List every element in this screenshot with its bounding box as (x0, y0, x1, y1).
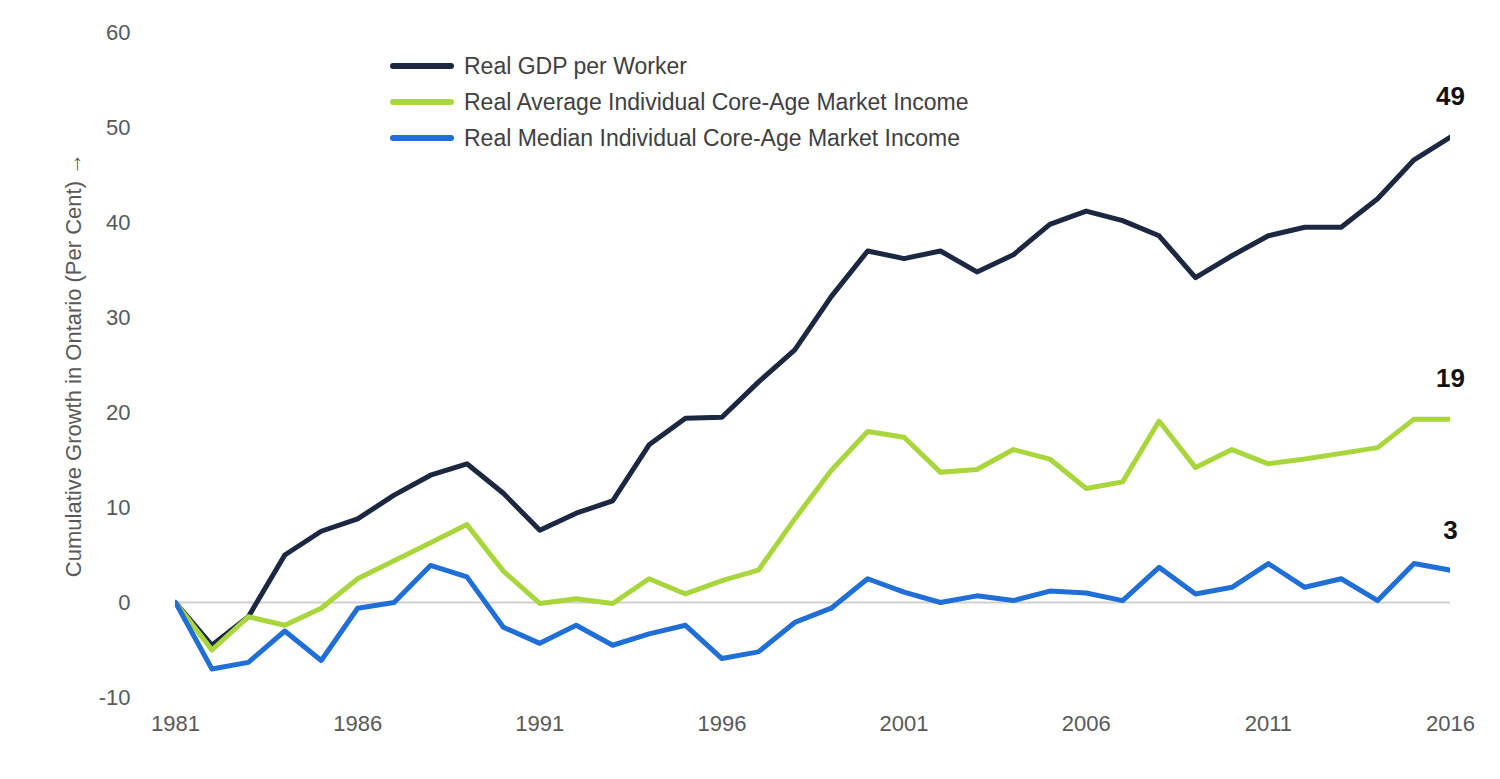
svg-text:0: 0 (118, 590, 130, 615)
svg-text:2016: 2016 (1426, 711, 1475, 736)
html-text:Real GDP per Worker: Real GDP per Worker (464, 52, 687, 79)
svg-text:50: 50 (106, 115, 130, 140)
svg-text:2006: 2006 (1062, 711, 1111, 736)
svg-text:1996: 1996 (697, 711, 746, 736)
svg-text:30: 30 (106, 305, 130, 330)
svg-text:19: 19 (1436, 363, 1465, 393)
svg-text:1991: 1991 (515, 711, 564, 736)
svg-text:20: 20 (106, 400, 130, 425)
svg-text:1981: 1981 (151, 711, 200, 736)
html-text:Real Average Individual Core-A: Real Average Individual Core-Age Market … (464, 88, 969, 115)
svg-text:2011: 2011 (1245, 711, 1292, 736)
svg-text:1986: 1986 (333, 711, 382, 736)
svg-text:60: 60 (106, 20, 130, 45)
svg-text:Cumulative Growth in Ontario (: Cumulative Growth in Ontario (Per Cent) … (61, 153, 86, 577)
svg-text:3: 3 (1443, 515, 1457, 545)
svg-text:49: 49 (1436, 81, 1465, 111)
svg-text:10: 10 (106, 495, 130, 520)
svg-text:-10: -10 (99, 685, 131, 710)
html-text:Real Median Individual Core-Ag: Real Median Individual Core-Age Market I… (464, 124, 960, 151)
svg-text:40: 40 (106, 210, 130, 235)
svg-text:2001: 2001 (880, 711, 929, 736)
